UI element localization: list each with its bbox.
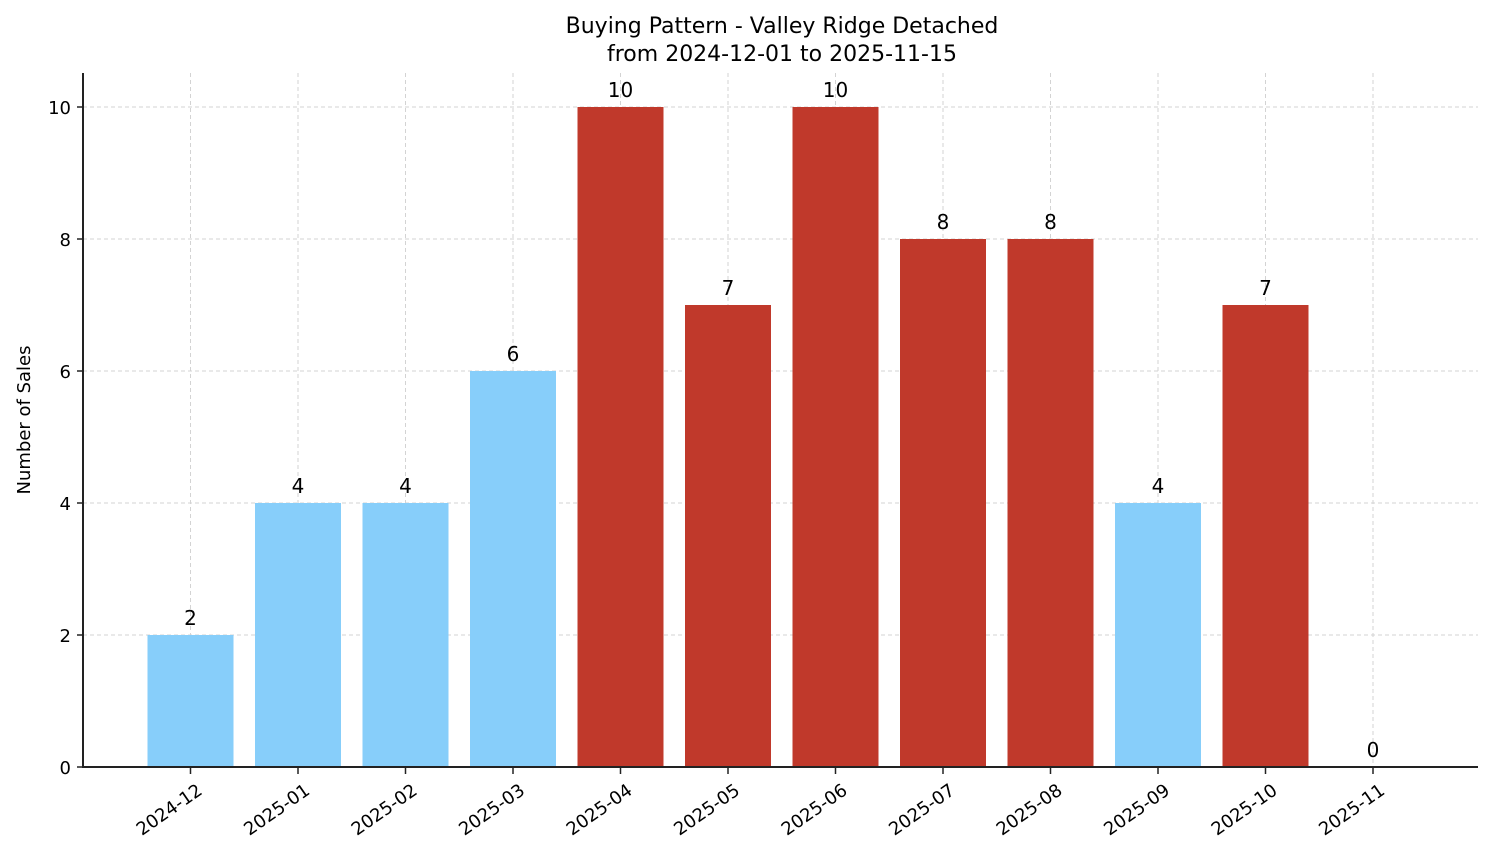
bar-value-label: 8 xyxy=(937,210,950,234)
bar-2025-03 xyxy=(470,371,556,767)
x-tick-label: 2025-09 xyxy=(1100,780,1174,840)
chart-subtitle: from 2024-12-01 to 2025-11-15 xyxy=(607,42,957,67)
bar-2025-01 xyxy=(255,503,341,767)
bar-2025-02 xyxy=(362,503,449,767)
bar-value-label: 4 xyxy=(399,474,412,498)
x-tick-label: 2025-04 xyxy=(563,780,637,840)
bar-value-label: 7 xyxy=(1259,276,1272,300)
chart-title: Buying Pattern - Valley Ridge Detached xyxy=(566,14,999,39)
x-tick-label: 2025-05 xyxy=(670,780,744,840)
bar-value-label: 10 xyxy=(823,78,848,102)
bar-2025-06 xyxy=(792,107,879,767)
bar-value-label: 2 xyxy=(184,606,197,630)
bar-2025-05 xyxy=(685,305,771,767)
x-tick-label: 2025-07 xyxy=(885,780,959,840)
bar-2024-12 xyxy=(147,635,234,767)
y-tick-label: 8 xyxy=(60,230,71,251)
bar-2025-09 xyxy=(1115,503,1201,767)
bar-value-label: 0 xyxy=(1367,738,1380,762)
x-tick-label: 2025-06 xyxy=(778,780,852,840)
y-tick-label: 2 xyxy=(60,626,71,647)
x-tick-label: 2025-11 xyxy=(1315,780,1389,840)
bar-2025-04 xyxy=(577,107,664,767)
y-tick-label: 4 xyxy=(60,494,71,515)
y-tick-label: 6 xyxy=(60,362,71,383)
x-tick-label: 2025-03 xyxy=(455,780,529,840)
x-tick-label: 2025-02 xyxy=(348,780,422,840)
y-axis-label: Number of Sales xyxy=(14,345,35,494)
bar-2025-10 xyxy=(1222,305,1309,767)
bar-value-label: 8 xyxy=(1044,210,1057,234)
y-tick-label: 10 xyxy=(48,98,71,119)
bars: 2 4 4 6 10 7 10 8 8 4 7 0 xyxy=(147,78,1380,767)
bar-2025-08 xyxy=(1007,239,1094,767)
y-tick-label: 0 xyxy=(60,758,71,779)
x-tick-label: 2025-10 xyxy=(1208,780,1282,840)
bar-value-label: 7 xyxy=(722,276,735,300)
bar-2025-07 xyxy=(900,239,986,767)
bar-value-label: 6 xyxy=(507,342,520,366)
x-tick-label: 2025-08 xyxy=(993,780,1067,840)
bar-value-label: 4 xyxy=(1152,474,1165,498)
bar-value-label: 10 xyxy=(608,78,633,102)
x-tick-label: 2024-12 xyxy=(133,780,207,840)
x-tick-label: 2025-01 xyxy=(240,780,314,840)
bar-value-label: 4 xyxy=(292,474,305,498)
